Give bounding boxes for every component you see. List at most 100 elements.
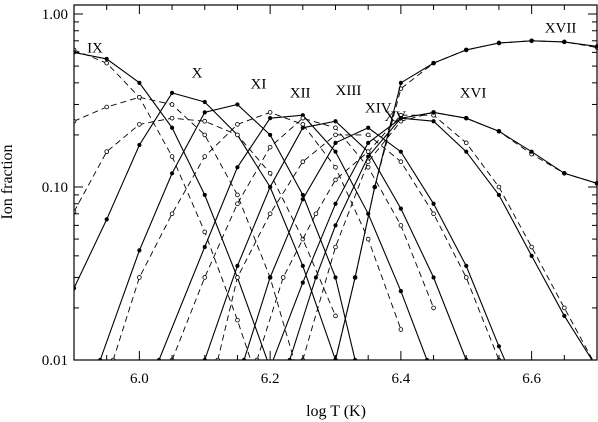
series-ix-open-point — [169, 154, 175, 159]
ion-label-xvi: XVI — [460, 85, 487, 101]
series-ix-open-point — [202, 229, 208, 235]
series-xv-filled-point — [464, 149, 469, 154]
series-xv-filled-point — [431, 119, 436, 124]
series-ix-solid-line — [74, 51, 268, 360]
series-xiv-solid-line — [243, 127, 506, 360]
series-xi-dashed-line — [74, 117, 336, 316]
ion-label-xi: XI — [251, 77, 267, 93]
series-xiv-open-point — [365, 132, 371, 138]
series-xvii-filled-point — [562, 39, 567, 44]
series-xiv-open-point — [300, 159, 306, 165]
series-xvi-open-point — [333, 244, 338, 250]
axis-ticks: 6.0 6.2 6.4 6.6 0.01 0.10 1.00 — [42, 5, 598, 387]
series-xiv-filled-point — [510, 375, 514, 379]
series-xvii-filled-point — [372, 184, 377, 190]
ion-label-ix: IX — [87, 40, 103, 56]
series-xiv-filled-point — [268, 275, 273, 280]
series-xi-open-point — [202, 118, 208, 124]
series-xvi-filled-point — [398, 116, 403, 121]
x-axis-label: log T (K) — [306, 403, 366, 420]
series-xv-open-point — [529, 244, 534, 250]
ion-label-xv: XV — [385, 109, 407, 125]
series-x-open-point — [202, 132, 208, 138]
series-xii-open-point — [137, 275, 142, 280]
x-tick-label: 6.2 — [261, 371, 280, 387]
series-xii-filled-point — [268, 116, 273, 121]
series-xi-open-point — [104, 149, 109, 154]
series-xii-open-point — [235, 122, 240, 127]
series-xv-filled-point — [268, 366, 272, 370]
series-xiv-open-point — [431, 211, 436, 217]
series-xiv-open-point — [463, 275, 469, 280]
ion-label-xiii: XIII — [336, 83, 362, 99]
series-xvii-filled-point — [496, 40, 502, 46]
series-xii-open-point — [267, 110, 273, 115]
series-x-open-point — [137, 94, 142, 100]
series-xvii-filled-point — [431, 61, 436, 66]
series-xiv-filled-point — [431, 201, 436, 206]
series-xii-open-point — [333, 164, 338, 170]
series-x-open-point — [235, 192, 240, 198]
series-xvii-filled-point — [398, 80, 403, 85]
series-xv-filled-point — [366, 140, 371, 145]
series-x-open-point — [104, 104, 109, 110]
series-xv-open-point — [333, 177, 338, 183]
series-xv-open-point — [280, 275, 286, 280]
x-tick-label: 6.6 — [522, 371, 541, 387]
series-xii-open-point — [169, 211, 175, 217]
series-xiii-dashed-line — [171, 117, 435, 360]
series-xvi-filled-point — [333, 223, 338, 228]
series-xii-filled-point — [235, 165, 240, 170]
series-xv-open-point — [463, 140, 469, 146]
series-xvii-filled-point — [529, 38, 534, 43]
series-x-filled-point — [300, 263, 305, 268]
series-ix-dashed-line — [74, 49, 252, 360]
series-xv-filled-point — [529, 253, 534, 258]
ion-label-xiv: XIV — [365, 100, 392, 116]
series-xiv-filled-point — [300, 197, 305, 202]
series-xiii-open-point — [267, 144, 273, 150]
series-xvi-filled-point — [562, 171, 567, 176]
series-xiii-filled-point — [333, 119, 338, 124]
series-xv-open-point — [562, 305, 567, 311]
series-xii-open-point — [365, 236, 371, 242]
series-ix-filled-point — [268, 366, 272, 370]
series-xii-open-point — [202, 154, 208, 159]
series-xi-filled-point — [202, 110, 207, 115]
series-xiv-filled-point — [464, 263, 469, 268]
y-tick-label: 0.10 — [42, 180, 68, 196]
series-ix-open-point — [104, 60, 109, 66]
series-xi-filled-point — [268, 132, 273, 138]
ion-label-x: X — [192, 65, 203, 81]
series-xi-filled-point — [235, 102, 240, 107]
series-ix-filled-point — [202, 192, 207, 198]
series-xiii-open-point — [398, 223, 404, 228]
series-xvii-solid-line — [334, 40, 598, 360]
series-x-filled-point — [202, 99, 207, 105]
series-xiv-filled-point — [496, 344, 502, 349]
series-xv-dashed-line — [256, 114, 594, 360]
series-xvi-filled-point — [431, 110, 436, 115]
series-xiii-open-point — [431, 305, 436, 311]
series-x-filled-point — [104, 217, 109, 222]
series-xii-filled-point — [398, 289, 403, 294]
series-xii-filled-point — [202, 244, 207, 250]
series-xiv-filled-point — [366, 125, 371, 130]
series-xv-filled-point — [496, 192, 502, 198]
series-xvii-filled-point — [353, 275, 358, 280]
series-xvi-filled-point — [366, 154, 371, 159]
series-xi-filled-point — [169, 171, 175, 176]
series-xiii-filled-point — [398, 206, 403, 211]
series-x-open-point — [169, 102, 175, 107]
series-xiv-filled-point — [398, 149, 403, 154]
series-xvii-filled-point — [464, 47, 469, 53]
series-xvi-filled-point — [313, 275, 318, 280]
y-axis-label: Ion fraction — [0, 144, 16, 219]
series-xiii-filled-point — [431, 275, 436, 280]
series-xv-open-point — [496, 184, 502, 190]
series-ix-filled-point — [137, 80, 142, 85]
series-xiv-open-point — [333, 132, 338, 138]
series-xv-solid-line — [272, 117, 593, 360]
series-xii-dashed-line — [112, 111, 402, 360]
